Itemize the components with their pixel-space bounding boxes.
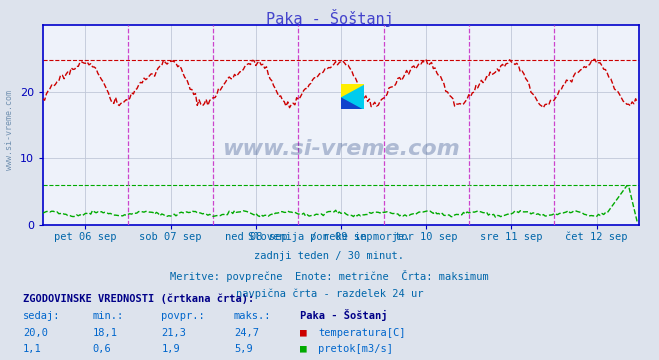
Text: maks.:: maks.:	[234, 311, 272, 321]
Text: Meritve: povprečne  Enote: metrične  Črta: maksimum: Meritve: povprečne Enote: metrične Črta:…	[170, 270, 489, 282]
Polygon shape	[341, 84, 364, 96]
Text: Paka - Šoštanj: Paka - Šoštanj	[266, 9, 393, 27]
Polygon shape	[341, 84, 364, 109]
Text: zadnji teden / 30 minut.: zadnji teden / 30 minut.	[254, 251, 405, 261]
Text: Slovenija / reke in morje.: Slovenija / reke in morje.	[248, 232, 411, 242]
Text: 24,7: 24,7	[234, 328, 259, 338]
Text: www.si-vreme.com: www.si-vreme.com	[222, 139, 460, 159]
Text: 20,0: 20,0	[23, 328, 48, 338]
Text: ■: ■	[300, 343, 306, 354]
Text: ■: ■	[300, 328, 306, 338]
Text: sedaj:: sedaj:	[23, 311, 61, 321]
Text: Paka - Šoštanj: Paka - Šoštanj	[300, 309, 387, 321]
Text: ZGODOVINSKE VREDNOSTI (črtkana črta):: ZGODOVINSKE VREDNOSTI (črtkana črta):	[23, 294, 254, 304]
Text: navpična črta - razdelek 24 ur: navpična črta - razdelek 24 ur	[236, 288, 423, 299]
Text: 21,3: 21,3	[161, 328, 186, 338]
Polygon shape	[341, 84, 364, 96]
Text: povpr.:: povpr.:	[161, 311, 205, 321]
Text: temperatura[C]: temperatura[C]	[318, 328, 406, 338]
Text: 1,9: 1,9	[161, 343, 180, 354]
Text: 0,6: 0,6	[92, 343, 111, 354]
Text: 1,1: 1,1	[23, 343, 42, 354]
Text: pretok[m3/s]: pretok[m3/s]	[318, 343, 393, 354]
Polygon shape	[341, 84, 364, 109]
Text: www.si-vreme.com: www.si-vreme.com	[5, 90, 14, 170]
Text: 18,1: 18,1	[92, 328, 117, 338]
Text: 5,9: 5,9	[234, 343, 252, 354]
Text: min.:: min.:	[92, 311, 123, 321]
